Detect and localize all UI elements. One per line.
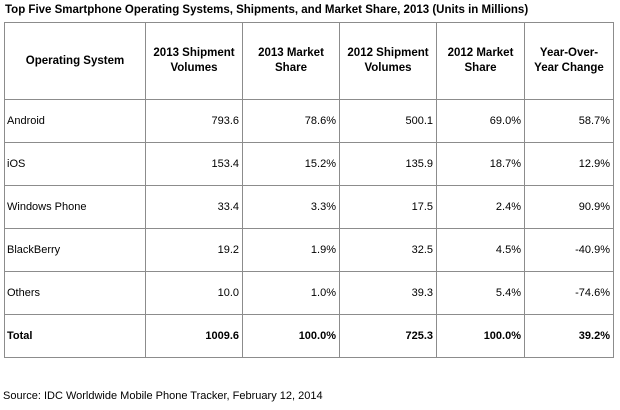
header-operating-system: Operating System: [4, 22, 146, 100]
header-row: Operating System 2013 Shipment Volumes 2…: [4, 22, 614, 100]
cell-2012-volume: 39.3: [339, 271, 437, 315]
data-table-container: Operating System 2013 Shipment Volumes 2…: [4, 22, 614, 358]
cell-total-yoy-change: 39.2%: [524, 314, 614, 358]
table-row: iOS 153.4 15.2% 135.9 18.7% 12.9%: [4, 142, 614, 186]
header-2012-market-share: 2012 Market Share: [436, 22, 525, 100]
cell-2013-volume: 19.2: [145, 228, 243, 272]
table-row: BlackBerry 19.2 1.9% 32.5 4.5% -40.9%: [4, 228, 614, 272]
cell-os-name: BlackBerry: [4, 228, 146, 272]
header-2013-market-share: 2013 Market Share: [242, 22, 340, 100]
cell-2012-volume: 17.5: [339, 185, 437, 229]
cell-2013-share: 3.3%: [242, 185, 340, 229]
cell-2013-share: 1.9%: [242, 228, 340, 272]
total-row: Total 1009.6 100.0% 725.3 100.0% 39.2%: [4, 314, 614, 358]
table-row: Windows Phone 33.4 3.3% 17.5 2.4% 90.9%: [4, 185, 614, 229]
cell-total-2012-share: 100.0%: [436, 314, 525, 358]
cell-os-name: Windows Phone: [4, 185, 146, 229]
cell-2012-share: 18.7%: [436, 142, 525, 186]
source-note: Source: IDC Worldwide Mobile Phone Track…: [3, 390, 323, 402]
cell-2013-volume: 793.6: [145, 99, 243, 143]
cell-total-2013-share: 100.0%: [242, 314, 340, 358]
cell-2013-volume: 153.4: [145, 142, 243, 186]
cell-2013-share: 78.6%: [242, 99, 340, 143]
header-2013-shipment-volumes: 2013 Shipment Volumes: [145, 22, 243, 100]
table-row: Others 10.0 1.0% 39.3 5.4% -74.6%: [4, 271, 614, 315]
table-row: Android 793.6 78.6% 500.1 69.0% 58.7%: [4, 99, 614, 143]
cell-2013-volume: 33.4: [145, 185, 243, 229]
cell-2013-share: 1.0%: [242, 271, 340, 315]
cell-2012-volume: 32.5: [339, 228, 437, 272]
header-year-over-year-change: Year-Over-Year Change: [524, 22, 614, 100]
cell-os-name: Android: [4, 99, 146, 143]
cell-2012-share: 5.4%: [436, 271, 525, 315]
cell-total-label: Total: [4, 314, 146, 358]
market-share-table: Operating System 2013 Shipment Volumes 2…: [4, 22, 614, 358]
cell-2012-share: 2.4%: [436, 185, 525, 229]
cell-2012-volume: 500.1: [339, 99, 437, 143]
cell-2013-volume: 10.0: [145, 271, 243, 315]
cell-os-name: Others: [4, 271, 146, 315]
cell-yoy-change: -40.9%: [524, 228, 614, 272]
table-title: Top Five Smartphone Operating Systems, S…: [5, 4, 529, 16]
cell-2012-volume: 135.9: [339, 142, 437, 186]
cell-yoy-change: 12.9%: [524, 142, 614, 186]
cell-yoy-change: 90.9%: [524, 185, 614, 229]
cell-2012-share: 4.5%: [436, 228, 525, 272]
cell-total-2013-volume: 1009.6: [145, 314, 243, 358]
cell-2013-share: 15.2%: [242, 142, 340, 186]
cell-os-name: iOS: [4, 142, 146, 186]
cell-yoy-change: -74.6%: [524, 271, 614, 315]
cell-2012-share: 69.0%: [436, 99, 525, 143]
cell-yoy-change: 58.7%: [524, 99, 614, 143]
header-2012-shipment-volumes: 2012 Shipment Volumes: [339, 22, 437, 100]
cell-total-2012-volume: 725.3: [339, 314, 437, 358]
